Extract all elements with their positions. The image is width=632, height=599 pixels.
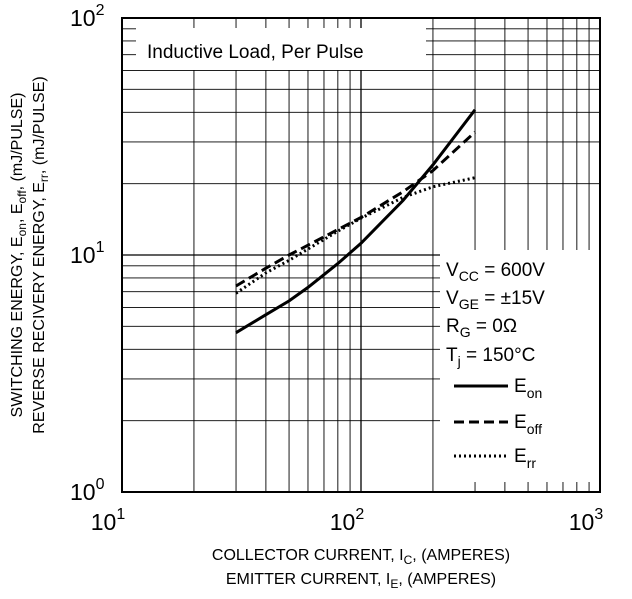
y-tick-label: 100	[70, 476, 105, 505]
y-tick-label: 101	[70, 239, 105, 268]
condition-4: Tj = 150°C	[446, 345, 535, 369]
series-line-off	[235, 130, 477, 288]
x-axis-label-line1: COLLECTOR CURRENT, IC, (AMPERES)	[212, 547, 510, 567]
annotation-box: Inductive Load, Per Pulse	[136, 28, 426, 70]
condition-1: VCC = 600V	[446, 260, 545, 284]
x-tick-label: 102	[330, 506, 365, 535]
x-axis-label-line2: EMITTER CURRENT, IE, (AMPERES)	[226, 571, 496, 591]
x-tick-label: 101	[91, 506, 126, 535]
condition-3: RG = 0Ω	[446, 316, 517, 340]
legend-label-rr: Err	[514, 446, 536, 471]
series-line-rr	[235, 176, 476, 295]
y-axis-label-line1: SWITCHING ENERGY, Eon, Eoff, (mJ/PULSE)	[9, 93, 29, 418]
legend-label-off: Eoff	[514, 412, 542, 437]
annotation-text: Inductive Load, Per Pulse	[147, 42, 364, 63]
condition-2: VGE = ±15V	[446, 288, 545, 312]
legend-label-on: Eon	[514, 376, 542, 401]
y-tick-label: 102	[70, 2, 105, 31]
x-tick-label: 103	[569, 506, 604, 535]
series-group	[235, 108, 477, 334]
plot-frame	[121, 17, 601, 493]
legend: VCC = 600V VGE = ±15V RG = 0Ω Tj = 150°C Eon…	[440, 250, 600, 482]
y-axis-label-line2: REVERSE RECIVERY ENERGY, Err, (mJ/PULSE)	[31, 76, 51, 433]
